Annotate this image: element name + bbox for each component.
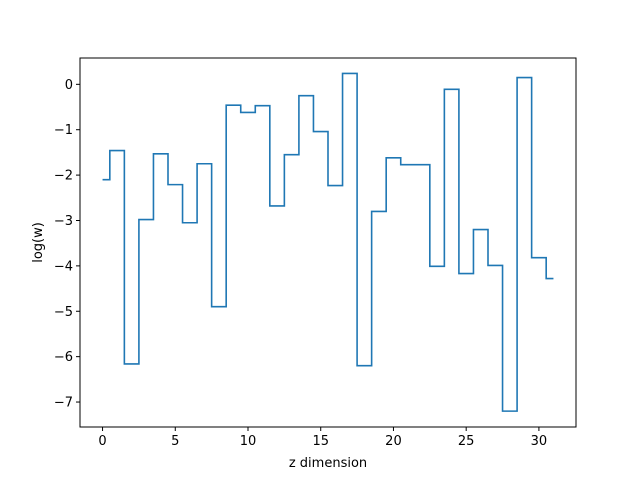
y-tick-label: −6 <box>54 350 73 365</box>
plot-area <box>79 57 577 428</box>
x-tick-label: 15 <box>312 434 329 449</box>
x-axis-ticks: 0 5 10 15 20 25 30 <box>98 427 547 449</box>
y-axis-ticks: 0 −1 −2 −3 −4 −5 −6 −7 <box>54 78 80 411</box>
y-tick-label: −2 <box>54 169 73 184</box>
y-tick-label: −3 <box>54 214 73 229</box>
y-axis-label: log(w) <box>31 222 46 263</box>
y-tick-label: 0 <box>65 78 73 93</box>
y-tick-label: −7 <box>54 396 73 411</box>
y-tick-label: −5 <box>54 305 73 320</box>
x-tick-label: 5 <box>171 434 179 449</box>
x-tick-label: 20 <box>385 434 402 449</box>
y-tick-label: −4 <box>54 259 73 274</box>
x-tick-label: 30 <box>531 434 548 449</box>
x-tick-label: 25 <box>458 434 475 449</box>
x-axis-label: z dimension <box>289 456 367 471</box>
axes-frame <box>79 57 577 428</box>
x-tick-label: 0 <box>98 434 106 449</box>
y-tick-label: −1 <box>54 123 73 138</box>
series-line <box>102 72 554 412</box>
x-tick-label: 10 <box>240 434 257 449</box>
